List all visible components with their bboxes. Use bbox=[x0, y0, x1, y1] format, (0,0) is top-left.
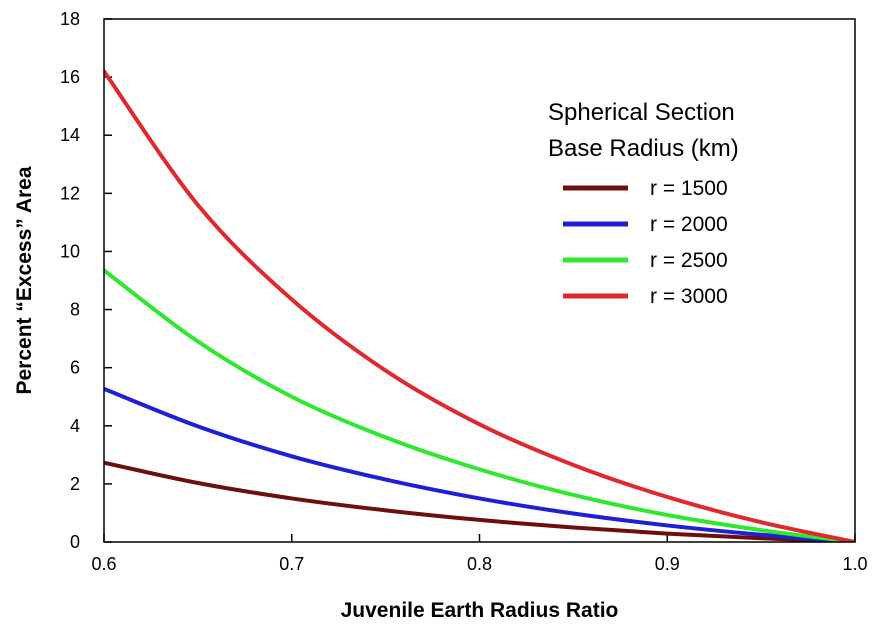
legend-label-3: r = 2500 bbox=[650, 249, 728, 272]
series-line-1 bbox=[104, 460, 855, 542]
legend-title-line-1: Spherical Section bbox=[548, 99, 735, 126]
y-tick-label: 4 bbox=[70, 416, 80, 436]
plot-area-frame bbox=[103, 18, 856, 543]
x-tick-label: 1.0 bbox=[842, 554, 867, 574]
x-tick-label: 0.9 bbox=[655, 554, 680, 574]
y-tick-label: 2 bbox=[70, 474, 80, 494]
plot-lines bbox=[104, 69, 855, 542]
y-tick-label: 0 bbox=[70, 532, 80, 552]
series-line-3 bbox=[104, 268, 855, 542]
x-tick-label: 0.7 bbox=[279, 554, 304, 574]
legend-items: r = 1500 r = 2000 r = 2500 r = 3000 bbox=[563, 177, 728, 308]
y-tick-label: 16 bbox=[60, 67, 80, 87]
y-tick-label: 10 bbox=[60, 241, 80, 261]
axis-ticks: 0.6 0.7 0.8 0.9 1.0 0 2 4 6 8 10 12 14 16 18 bbox=[60, 9, 868, 574]
y-tick-label: 8 bbox=[70, 300, 80, 320]
y-tick-label: 14 bbox=[60, 125, 80, 145]
legend-title-line-2: Base Radius (km) bbox=[548, 135, 739, 162]
y-tick-label: 12 bbox=[60, 183, 80, 203]
x-axis-title: Juvenile Earth Radius Ratio bbox=[341, 599, 619, 622]
legend: Spherical Section Base Radius (km) r = 1… bbox=[548, 99, 739, 308]
series-line-2 bbox=[104, 386, 855, 542]
x-tick-label: 0.6 bbox=[91, 554, 116, 574]
legend-label-1: r = 1500 bbox=[650, 177, 728, 200]
y-axis-title: Percent “Excess” Area bbox=[13, 166, 36, 394]
legend-label-2: r = 2000 bbox=[650, 213, 728, 236]
series-line-4 bbox=[104, 69, 855, 542]
x-tick-label: 0.8 bbox=[467, 554, 492, 574]
legend-label-4: r = 3000 bbox=[650, 285, 728, 308]
y-tick-label: 18 bbox=[60, 9, 80, 29]
y-tick-label: 6 bbox=[70, 358, 80, 378]
